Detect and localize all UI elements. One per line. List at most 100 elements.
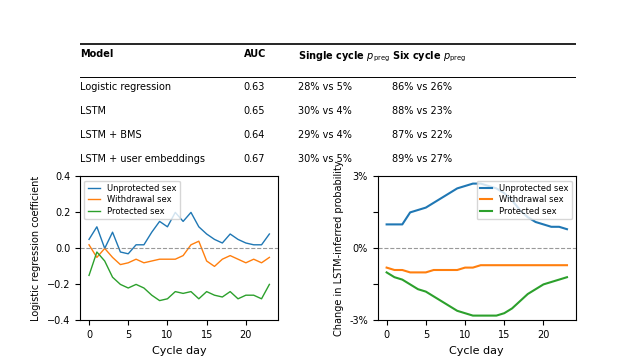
Protected sex [556,278,563,282]
Protected sex [250,293,257,297]
Unprotected sex [461,184,469,188]
Withdrawal sex [563,263,571,267]
Withdrawal sex [540,263,547,267]
Unprotected sex [109,230,116,234]
Protected sex [266,282,273,287]
Withdrawal sex [453,268,461,272]
Withdrawal sex [250,257,257,261]
Unprotected sex [493,186,500,190]
Protected sex [461,311,469,315]
Withdrawal sex [187,243,195,247]
Text: 0.67: 0.67 [244,154,265,163]
Unprotected sex [484,184,492,188]
Withdrawal sex [93,255,100,260]
Unprotected sex [469,181,477,186]
Unprotected sex [195,225,203,229]
Protected sex [438,299,445,303]
Unprotected sex [406,210,414,215]
Withdrawal sex [140,261,148,265]
Y-axis label: Logistic regression coefficient: Logistic regression coefficient [31,176,41,321]
Protected sex [484,314,492,318]
Unprotected sex [430,201,438,205]
Withdrawal sex [132,257,140,261]
Legend: Unprotected sex, Withdrawal sex, Protected sex: Unprotected sex, Withdrawal sex, Protect… [84,181,179,219]
Withdrawal sex [85,243,93,247]
Unprotected sex [132,243,140,247]
Text: 88% vs 23%: 88% vs 23% [392,105,452,116]
Unprotected sex [453,186,461,190]
Protected sex [109,275,116,279]
Protected sex [508,306,516,311]
Unprotected sex [179,219,187,224]
Text: 0.65: 0.65 [244,105,265,116]
Withdrawal sex [227,253,234,258]
Withdrawal sex [477,263,484,267]
Withdrawal sex [556,263,563,267]
Protected sex [399,278,406,282]
Unprotected sex [116,250,124,254]
Text: 0.64: 0.64 [244,130,265,140]
Unprotected sex [477,181,484,186]
Unprotected sex [85,237,93,242]
Protected sex [195,297,203,301]
Line: Unprotected sex: Unprotected sex [387,184,567,229]
Protected sex [116,282,124,287]
Protected sex [172,289,179,294]
Withdrawal sex [211,264,218,269]
Unprotected sex [156,219,163,224]
Unprotected sex [516,208,524,212]
Protected sex [211,293,218,297]
Protected sex [469,314,477,318]
Withdrawal sex [116,262,124,267]
Text: Single cycle $p_{\mathrm{preg}}$: Single cycle $p_{\mathrm{preg}}$ [298,49,390,64]
Withdrawal sex [445,268,453,272]
Unprotected sex [556,225,563,229]
X-axis label: Cycle day: Cycle day [449,346,504,356]
Protected sex [524,292,532,296]
Withdrawal sex [148,259,156,263]
Protected sex [101,259,109,263]
Protected sex [218,295,226,299]
Protected sex [540,282,547,287]
Protected sex [179,291,187,296]
Withdrawal sex [203,259,211,263]
Unprotected sex [124,252,132,256]
Protected sex [93,250,100,254]
Unprotected sex [422,206,429,210]
Y-axis label: Change in LSTM-inferred probability: Change in LSTM-inferred probability [333,161,344,336]
Protected sex [453,309,461,313]
Withdrawal sex [218,257,226,261]
Protected sex [242,293,250,297]
Unprotected sex [187,210,195,215]
Unprotected sex [266,232,273,236]
Protected sex [532,287,540,291]
Withdrawal sex [414,270,422,275]
Text: 30% vs 4%: 30% vs 4% [298,105,352,116]
Protected sex [227,289,234,294]
Withdrawal sex [430,268,438,272]
Text: Logistic regression: Logistic regression [80,82,171,91]
Withdrawal sex [461,265,469,270]
Protected sex [500,311,508,315]
Withdrawal sex [438,268,445,272]
Text: 29% vs 4%: 29% vs 4% [298,130,352,140]
Unprotected sex [532,220,540,224]
Unprotected sex [508,198,516,203]
Withdrawal sex [242,261,250,265]
Protected sex [406,282,414,287]
Line: Withdrawal sex: Withdrawal sex [387,265,567,273]
Unprotected sex [148,230,156,234]
Protected sex [383,270,390,275]
Withdrawal sex [164,257,172,261]
Withdrawal sex [547,263,555,267]
Protected sex [203,289,211,294]
Text: 0.63: 0.63 [244,82,265,91]
Withdrawal sex [524,263,532,267]
Unprotected sex [540,222,547,226]
Unprotected sex [140,243,148,247]
Unprotected sex [547,225,555,229]
Text: LSTM + BMS: LSTM + BMS [80,130,141,140]
Unprotected sex [390,222,398,226]
Unprotected sex [445,191,453,195]
Text: 28% vs 5%: 28% vs 5% [298,82,352,91]
